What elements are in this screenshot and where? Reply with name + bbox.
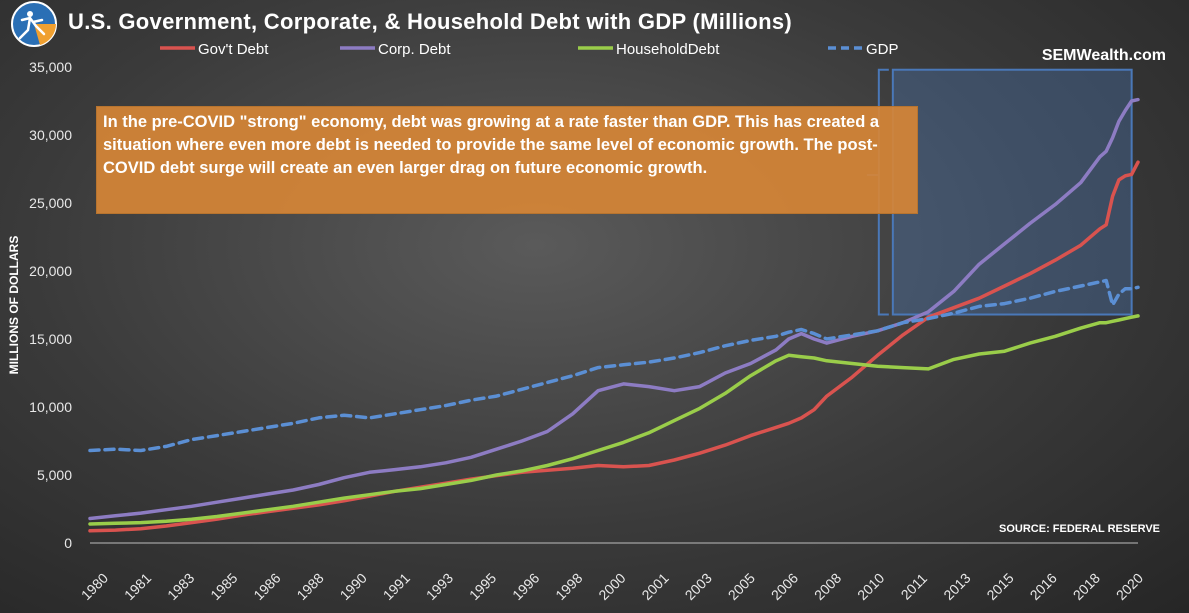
- x-tick-label: 1980: [78, 570, 111, 603]
- legend-label-household-debt: HouseholdDebt: [616, 41, 720, 58]
- y-tick-label: 35,000: [29, 59, 72, 75]
- y-tick-label: 20,000: [29, 263, 72, 279]
- y-tick-label: 15,000: [29, 331, 72, 347]
- x-tick-label: 1986: [250, 570, 283, 603]
- series-line-householddebt: [88, 314, 1140, 526]
- x-tick-label: 1990: [337, 570, 370, 603]
- x-tick-label: 2005: [725, 570, 758, 603]
- y-tick-label: 30,000: [29, 127, 72, 143]
- legend-label-gdp: GDP: [866, 41, 899, 58]
- series-line-gdp: [88, 278, 1140, 453]
- x-tick-label: 2010: [854, 570, 887, 603]
- semwealth-logo: [11, 1, 57, 47]
- x-tick-label: 1991: [380, 570, 413, 603]
- x-tick-label: 2015: [983, 570, 1016, 603]
- y-axis-ticks: 0 5,000 10,000 15,000 20,000 25,000 30,000 35,0…: [29, 59, 72, 551]
- chart-title: U.S. Government, Corporate, & Household …: [68, 9, 792, 34]
- x-tick-label: 1981: [121, 570, 154, 603]
- y-tick-label: 5,000: [37, 467, 72, 483]
- series-line-gov-t-debt: [88, 160, 1140, 533]
- x-tick-label: 2018: [1070, 570, 1103, 603]
- x-tick-label: 2020: [1113, 570, 1146, 603]
- x-tick-label: 2008: [811, 570, 844, 603]
- x-tick-label: 2013: [940, 570, 973, 603]
- legend-item-household-debt: HouseholdDebt: [578, 41, 720, 58]
- x-tick-label: 1985: [207, 570, 240, 603]
- legend-label-govt-debt: Gov't Debt: [198, 41, 269, 58]
- x-tick-label: 1996: [509, 570, 542, 603]
- brand-text: SEMWealth.com: [1042, 47, 1166, 64]
- annotation-text: In the pre-COVID "strong" economy, debt …: [103, 113, 880, 177]
- series-line-corp-debt: [88, 97, 1140, 521]
- y-tick-label: 10,000: [29, 399, 72, 415]
- x-tick-label: 1998: [552, 570, 585, 603]
- x-tick-label: 2016: [1027, 570, 1060, 603]
- x-tick-label: 1993: [423, 570, 456, 603]
- legend-item-corp-debt: Corp. Debt: [340, 41, 451, 58]
- x-tick-label: 2003: [682, 570, 715, 603]
- legend-item-govt-debt: Gov't Debt: [160, 41, 269, 58]
- series-lines: [88, 97, 1140, 533]
- legend-item-gdp: GDP: [828, 41, 899, 58]
- x-tick-label: 2011: [898, 570, 931, 603]
- legend-label-corp-debt: Corp. Debt: [378, 41, 451, 58]
- legend: Gov't Debt Corp. Debt HouseholdDebt GDP: [160, 41, 899, 58]
- x-tick-label: 2006: [768, 570, 801, 603]
- annotation-box: In the pre-COVID "strong" economy, debt …: [96, 106, 918, 214]
- y-axis-label: MILLIONS OF DOLLARS: [7, 236, 21, 375]
- y-tick-label: 0: [64, 535, 72, 551]
- source-text: SOURCE: FEDERAL RESERVE: [999, 523, 1160, 535]
- x-tick-label: 1988: [293, 570, 326, 603]
- x-axis-ticks: 1980 1981 1983 1985 1986 1988 1990 1991 1993 1995…: [78, 570, 1146, 603]
- highlight-rect: [891, 68, 1133, 316]
- x-tick-label: 1983: [164, 570, 197, 603]
- x-tick-label: 1995: [466, 570, 499, 603]
- y-tick-label: 25,000: [29, 195, 72, 211]
- x-tick-label: 2001: [638, 570, 671, 603]
- x-tick-label: 2000: [595, 570, 628, 603]
